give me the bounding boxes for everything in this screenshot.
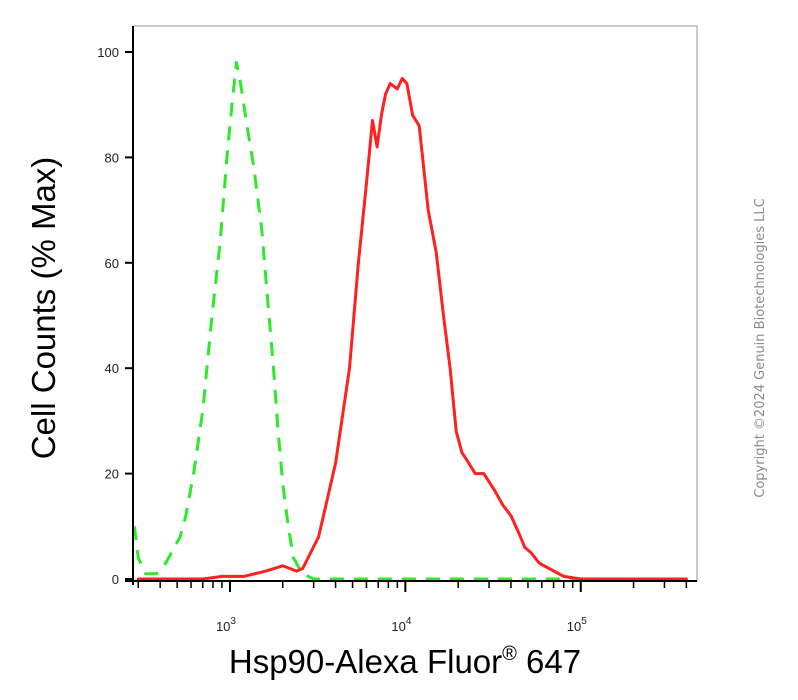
x-axis-title-suffix: 647 — [517, 643, 581, 680]
x-tick-label: 104 — [391, 616, 411, 634]
plot-frame — [132, 25, 698, 582]
y-tick-label: 20 — [105, 467, 119, 482]
y-axis-ticks: 0 20 40 60 80 100 — [97, 45, 133, 587]
y-tick-label: 60 — [105, 256, 119, 271]
y-tick-label: 0 — [112, 572, 119, 587]
series-line-1 — [132, 61, 687, 581]
copyright-notice: Copyright ©2024 Genuin Biotechnologies L… — [753, 198, 768, 497]
x-axis-title-superscript: ® — [502, 643, 517, 665]
x-axis-tick-labels: 103 104 105 — [216, 616, 587, 634]
series-line-2 — [136, 76, 688, 581]
series-layer — [132, 61, 688, 581]
x-tick-label: 105 — [567, 616, 587, 634]
x-axis-ticks — [137, 581, 688, 592]
y-tick-label: 100 — [97, 45, 119, 60]
y-tick-label: 80 — [105, 150, 119, 165]
y-tick-label: 40 — [105, 361, 119, 376]
x-axis-title: Hsp90-Alexa Fluor® 647 — [229, 643, 581, 680]
x-axis-title-main: Hsp90-Alexa Fluor — [229, 643, 502, 680]
y-axis-title: Cell Counts (% Max) — [25, 157, 62, 460]
x-tick-label: 103 — [216, 616, 236, 634]
